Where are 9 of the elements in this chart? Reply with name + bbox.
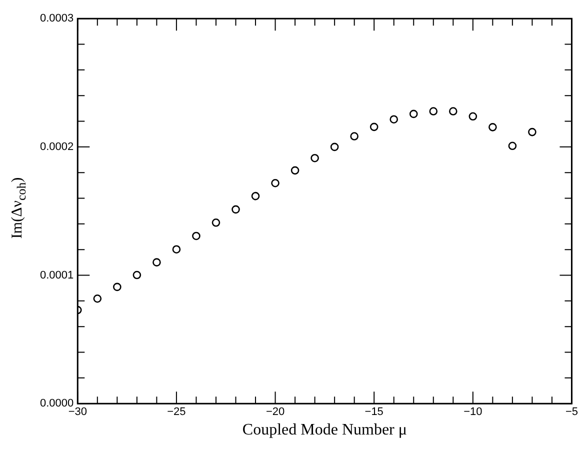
- x-axis-title: Coupled Mode Number μ: [242, 422, 407, 439]
- x-tick-label: −10: [464, 406, 482, 418]
- y-tick-label: 0.0002: [40, 140, 74, 153]
- x-tick-label: −20: [266, 406, 285, 418]
- x-tick-label: −15: [364, 406, 384, 418]
- y-tick-label: 0.0003: [40, 12, 74, 25]
- y-tick-label: 0.0001: [40, 269, 74, 282]
- x-tick-label: −5: [565, 406, 578, 418]
- x-tick-label: −25: [167, 406, 186, 418]
